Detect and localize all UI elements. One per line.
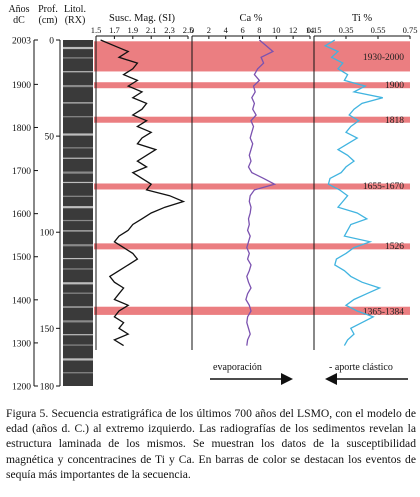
ca-tick-label: 6	[240, 25, 244, 35]
depth-tick-label: 180	[40, 383, 55, 393]
drought-band-label: 1526	[385, 242, 404, 252]
year-tick-label: 1800	[12, 124, 31, 134]
year-tick-label: 1200	[12, 383, 31, 393]
ti-tick-label: 0.35	[339, 25, 354, 35]
lamina	[63, 292, 93, 294]
ti-tick-label: 0.15	[307, 25, 322, 35]
depth-tick-label: 150	[40, 325, 55, 335]
caption-label: Figura 5.	[6, 407, 49, 420]
ca-series-line	[245, 39, 277, 346]
lamina	[63, 133, 93, 136]
drought-band-label: 1930-2000	[363, 53, 404, 63]
lamina	[63, 282, 93, 285]
depth-tick-label: 0	[49, 37, 54, 47]
susc-tick-label: 1.9	[127, 25, 138, 35]
evaporation-note: evaporación	[213, 362, 262, 373]
lamina	[63, 306, 93, 308]
susc-series-line	[100, 39, 186, 347]
lamina	[63, 358, 93, 361]
radiograph-strip	[63, 40, 93, 386]
lamina	[63, 257, 93, 260]
lamina	[63, 268, 93, 270]
drought-band	[94, 82, 410, 89]
depth-tick-label: 100	[40, 229, 55, 239]
susc-tick-label: 2.3	[164, 25, 175, 35]
depth-tick-label: 50	[45, 133, 55, 143]
drought-band	[94, 41, 410, 72]
lamina	[63, 372, 93, 374]
lamina	[63, 244, 93, 247]
lamina	[63, 147, 93, 149]
lamina	[63, 181, 93, 184]
year-tick-label: 1600	[12, 210, 31, 220]
year-tick-label: 1700	[12, 167, 31, 177]
lamina	[63, 230, 93, 232]
year-axis-label: Años dC	[8, 4, 30, 26]
ca-tick-label: 2	[207, 25, 211, 35]
ca-tick-label: 14	[306, 25, 315, 35]
susc-tick-label: 1.7	[109, 25, 120, 35]
caption-text: Secuencia estratigráfica de los últimos …	[6, 407, 416, 481]
lamina	[63, 320, 93, 323]
ca-tick-label: 12	[289, 25, 298, 35]
drought-band-label: 1818	[385, 116, 404, 126]
lamina	[63, 57, 93, 59]
ca-tick-label: 10	[272, 25, 281, 35]
year-tick-label: 1400	[12, 296, 31, 306]
lamina	[63, 344, 93, 346]
clastic-note: - aporte clástico	[329, 362, 393, 373]
lamina	[63, 102, 93, 104]
ca-tick-label: 4	[224, 25, 229, 35]
ti-panel-title: Ti %	[352, 13, 373, 24]
lamina	[63, 206, 93, 209]
susc-tick-label: 2.1	[146, 25, 157, 35]
ca-tick-label: 0	[190, 25, 194, 35]
lamina	[63, 71, 93, 73]
susc-tick-label: 1.5	[91, 25, 102, 35]
year-tick-label: 2003	[12, 37, 31, 47]
ca-tick-label: 8	[257, 25, 261, 35]
ca-panel-title: Ca %	[239, 13, 262, 24]
drought-band	[94, 306, 410, 315]
drought-band-label: 1900	[385, 81, 404, 91]
drought-band	[94, 183, 410, 190]
ti-tick-label: 0.55	[371, 25, 386, 35]
lamina	[63, 334, 93, 336]
lamina	[63, 171, 93, 174]
lamina	[63, 157, 93, 159]
lamina	[63, 46, 93, 50]
depth-axis-label: Prof. (cm)	[38, 4, 58, 26]
lamina	[63, 116, 93, 118]
figure-caption: Figura 5. Secuencia estratigráfica de lo…	[6, 406, 416, 482]
drought-band	[94, 243, 410, 250]
lamina	[63, 195, 93, 197]
susc-panel-title: Susc. Mag. (SI)	[109, 13, 175, 24]
ti-tick-label: 0.75	[403, 25, 418, 35]
lamina	[63, 219, 93, 222]
drought-band-label: 1655-1670	[363, 182, 404, 192]
year-tick-label: 1300	[12, 339, 31, 349]
drought-band-label: 1365-1384	[363, 307, 404, 317]
lamina	[63, 84, 93, 88]
stratigraphy-figure: 1930-2000 1900 1818 1655-1670 1526 1365-1384 2…	[12, 13, 418, 393]
year-tick-label: 1500	[12, 253, 31, 263]
litho-label: Litol. (RX)	[64, 4, 86, 26]
year-tick-label: 1900	[12, 81, 31, 91]
ti-series-line	[323, 39, 383, 346]
susc-tick-label: 2.5	[183, 25, 194, 35]
